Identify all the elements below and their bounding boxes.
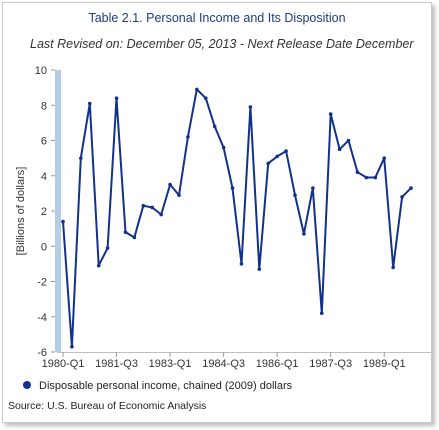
x-tick-label: 1983-Q1 bbox=[149, 358, 192, 370]
data-point bbox=[328, 112, 333, 116]
data-point bbox=[61, 219, 65, 224]
data-point bbox=[239, 262, 244, 266]
y-axis-label: [Billions of dollars] bbox=[15, 167, 27, 256]
data-point bbox=[105, 246, 110, 250]
y-tick-label: 4 bbox=[41, 171, 47, 183]
data-point bbox=[248, 105, 253, 109]
data-point bbox=[203, 96, 208, 100]
data-point bbox=[364, 175, 369, 180]
chart-panel: Table 2.1. Personal Income and Its Dispo… bbox=[2, 2, 432, 423]
data-point bbox=[319, 311, 324, 316]
data-point bbox=[159, 212, 163, 217]
data-point bbox=[70, 344, 74, 349]
data-point bbox=[400, 195, 404, 199]
y-tick-label: -6 bbox=[37, 347, 47, 359]
data-point bbox=[311, 186, 315, 190]
legend-marker bbox=[23, 381, 31, 390]
data-point bbox=[284, 149, 288, 153]
line-chart: -6 -4 -2 0 2 4 6 8 10 [Billions of dollars] 1980-Q… bbox=[15, 65, 431, 370]
data-point bbox=[87, 101, 92, 106]
data-point bbox=[79, 156, 83, 160]
y-tick-label: -2 bbox=[37, 277, 47, 289]
data-point bbox=[114, 96, 119, 100]
data-point bbox=[177, 193, 181, 197]
data-point bbox=[212, 124, 217, 129]
y-tick-label: 10 bbox=[35, 65, 47, 77]
data-point bbox=[346, 138, 351, 143]
y-tick-label: 6 bbox=[41, 136, 47, 148]
data-point bbox=[355, 170, 360, 175]
y-tick-label: -4 bbox=[37, 312, 47, 324]
data-point bbox=[195, 87, 199, 92]
x-tick-label: 1987-Q3 bbox=[309, 358, 352, 370]
data-point bbox=[275, 154, 279, 159]
data-point bbox=[266, 161, 271, 166]
x-tick-label: 1981-Q3 bbox=[95, 358, 138, 370]
y-axis-band bbox=[55, 70, 61, 352]
y-tick-label: 8 bbox=[41, 100, 47, 112]
x-tick-label: 1984-Q3 bbox=[202, 358, 245, 370]
chart-title: Table 2.1. Personal Income and Its Dispo… bbox=[88, 11, 346, 25]
x-tick-label: 1986-Q1 bbox=[256, 358, 299, 370]
x-tick-label: 1980-Q1 bbox=[42, 358, 85, 370]
data-point bbox=[141, 203, 146, 208]
data-point bbox=[302, 232, 306, 236]
legend-label: Disposable personal income, chained (200… bbox=[39, 380, 293, 392]
data-point bbox=[96, 263, 101, 268]
data-point bbox=[409, 186, 413, 190]
data-point bbox=[293, 193, 297, 197]
legend[interactable]: Disposable personal income, chained (200… bbox=[23, 380, 292, 392]
data-point bbox=[230, 186, 235, 190]
data-point bbox=[150, 205, 155, 210]
data-point bbox=[257, 267, 262, 271]
data-point bbox=[186, 135, 190, 139]
data-point bbox=[221, 145, 226, 150]
data-point bbox=[132, 235, 137, 240]
y-tick-label: 2 bbox=[41, 206, 47, 218]
series-line bbox=[62, 88, 412, 348]
data-point bbox=[391, 265, 395, 270]
source-note: Source: U.S. Bureau of Economic Analysis bbox=[8, 400, 207, 412]
y-tick-label: 0 bbox=[41, 241, 47, 253]
data-point bbox=[382, 156, 387, 160]
data-point bbox=[168, 182, 172, 187]
chart-subtitle: Last Revised on: December 05, 2013 - Nex… bbox=[30, 37, 414, 51]
data-point bbox=[373, 175, 378, 180]
x-tick-label: 1989-Q1 bbox=[363, 358, 406, 370]
data-point bbox=[123, 230, 128, 234]
data-point bbox=[337, 147, 342, 152]
